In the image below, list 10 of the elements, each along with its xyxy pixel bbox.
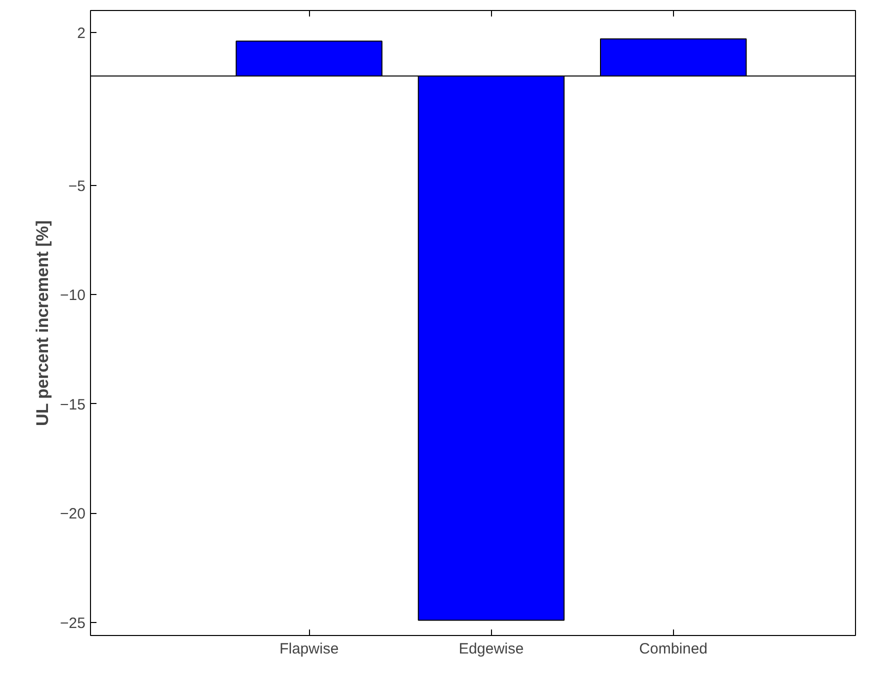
y-tick-label: −20 <box>60 506 86 523</box>
x-tick-label: Combined <box>639 640 708 658</box>
y-tick-label: −5 <box>68 178 86 195</box>
y-tick-label: −10 <box>60 287 86 304</box>
x-tick-label: Edgewise <box>458 640 524 658</box>
y-tick-label: −15 <box>60 396 86 414</box>
y-axis-title: UL percent increment [%] <box>33 220 52 426</box>
x-tick-label: Flapwise <box>279 640 339 658</box>
y-tick-label: −25 <box>60 614 86 632</box>
y-tick-label: 2 <box>77 24 86 42</box>
